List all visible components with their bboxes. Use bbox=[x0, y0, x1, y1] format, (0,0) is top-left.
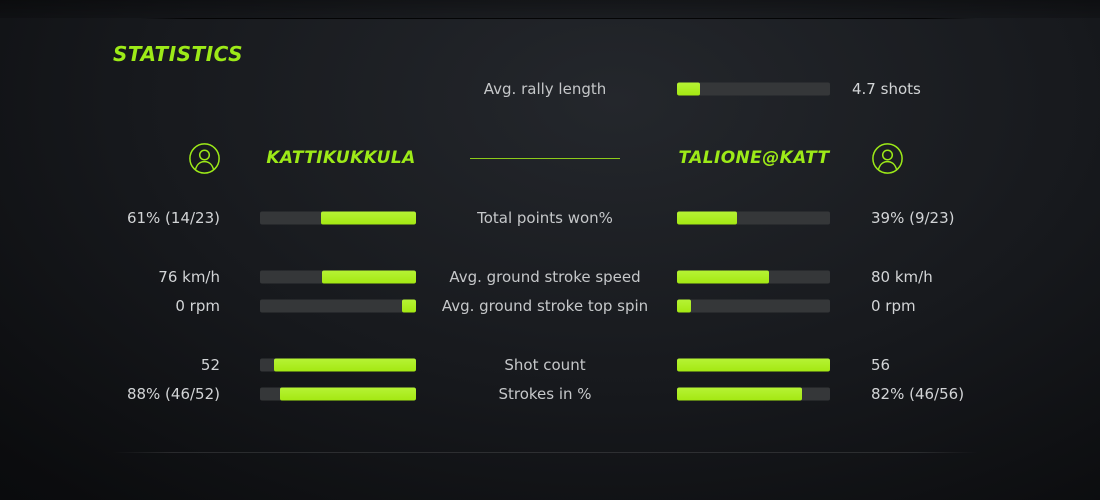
rally-length-bar-fill bbox=[677, 82, 700, 96]
stat-left-bar-fill bbox=[322, 270, 416, 284]
stat-label: Shot count bbox=[504, 356, 586, 374]
top-divider bbox=[138, 18, 976, 19]
stat-right-bar bbox=[677, 270, 830, 284]
player-left-name: KATTIKUKKULA bbox=[266, 148, 416, 168]
stat-row-total-points: 61% (14/23) Total points won% 39% (9/23) bbox=[0, 204, 1100, 232]
players-divider bbox=[470, 158, 620, 159]
rally-length-label: Avg. rally length bbox=[483, 80, 607, 98]
stat-left-bar bbox=[260, 270, 416, 284]
stat-right-bar bbox=[677, 358, 830, 372]
stat-row-shot-count: 52 Shot count 56 bbox=[0, 351, 1100, 379]
stat-left-value: 0 rpm bbox=[175, 297, 220, 315]
stat-row-stroke-speed: 76 km/h Avg. ground stroke speed 80 km/h bbox=[0, 263, 1100, 291]
stat-label: Strokes in % bbox=[498, 385, 592, 403]
bottom-divider bbox=[112, 452, 978, 453]
stat-left-bar-fill bbox=[320, 211, 416, 225]
stat-row-strokes-in: 88% (46/52) Strokes in % 82% (46/56) bbox=[0, 380, 1100, 408]
stat-right-bar-fill bbox=[677, 270, 769, 284]
stat-right-value: 39% (9/23) bbox=[871, 209, 955, 227]
player-right-name: TALIONE@KATT bbox=[678, 148, 830, 168]
stat-left-value: 52 bbox=[200, 356, 220, 374]
rally-length-value: 4.7 shots bbox=[852, 80, 921, 98]
stat-right-bar bbox=[677, 211, 830, 225]
stat-left-bar-fill bbox=[280, 387, 416, 401]
stat-label: Avg. ground stroke top spin bbox=[441, 297, 649, 315]
stat-left-bar bbox=[260, 387, 416, 401]
player-left-avatar-icon bbox=[188, 142, 221, 175]
stat-left-value: 76 km/h bbox=[158, 268, 220, 286]
stat-label: Total points won% bbox=[477, 209, 613, 227]
stat-left-bar bbox=[260, 211, 416, 225]
stat-left-bar-fill bbox=[401, 299, 416, 313]
stat-left-value: 61% (14/23) bbox=[126, 209, 220, 227]
player-right-avatar-icon bbox=[871, 142, 904, 175]
rally-length-row: Avg. rally length 4.7 shots bbox=[0, 75, 1100, 103]
stat-row-top-spin: 0 rpm Avg. ground stroke top spin 0 rpm bbox=[0, 292, 1100, 320]
stat-right-bar-fill bbox=[677, 387, 803, 401]
stat-left-bar-fill bbox=[274, 358, 416, 372]
rally-length-bar bbox=[677, 82, 830, 96]
stat-right-value: 82% (46/56) bbox=[871, 385, 965, 403]
stat-left-value: 88% (46/52) bbox=[126, 385, 220, 403]
stat-left-bar bbox=[260, 358, 416, 372]
stat-right-bar bbox=[677, 299, 830, 313]
stat-right-value: 0 rpm bbox=[871, 297, 916, 315]
stat-label: Avg. ground stroke speed bbox=[449, 268, 641, 286]
stat-right-bar bbox=[677, 387, 830, 401]
page-title: STATISTICS bbox=[113, 42, 243, 66]
stat-right-value: 80 km/h bbox=[871, 268, 933, 286]
stat-left-bar bbox=[260, 299, 416, 313]
stat-right-bar-fill bbox=[677, 211, 737, 225]
stat-right-bar-fill bbox=[677, 299, 691, 313]
top-strip bbox=[0, 0, 1100, 18]
stat-right-value: 56 bbox=[871, 356, 891, 374]
stat-right-bar-fill bbox=[677, 358, 830, 372]
